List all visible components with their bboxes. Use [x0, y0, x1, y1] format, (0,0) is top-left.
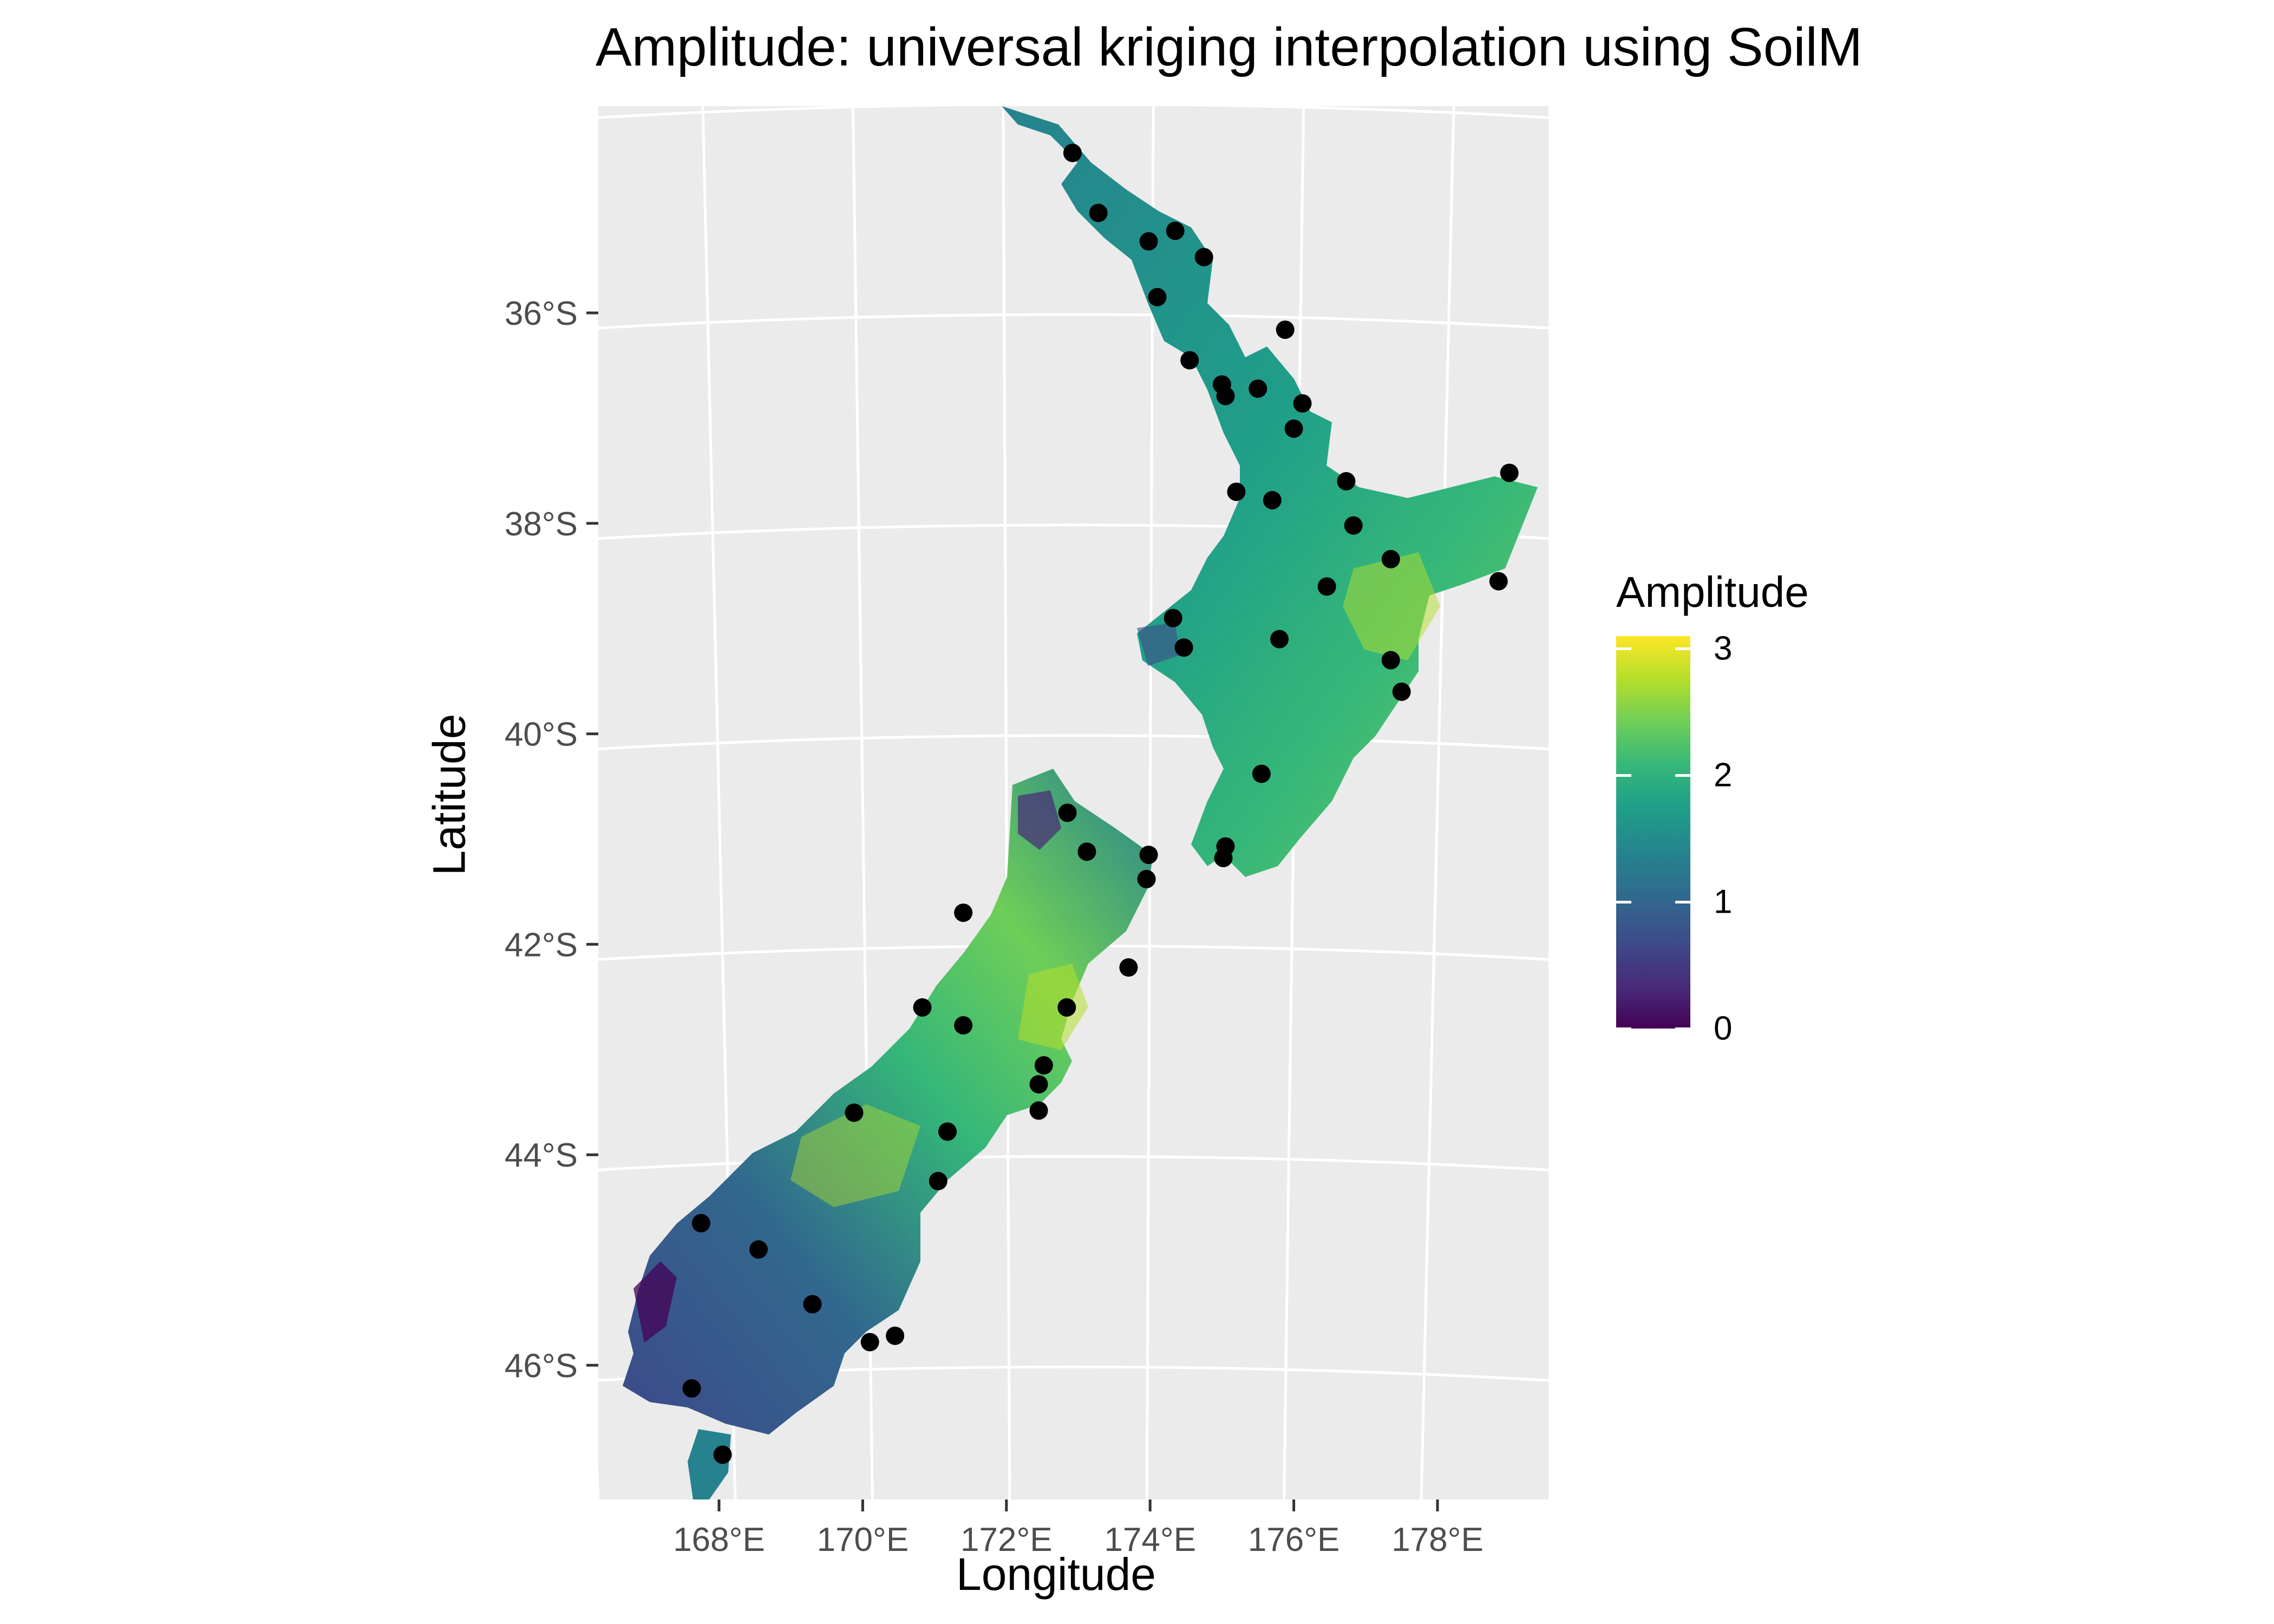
station-point: [1276, 320, 1295, 339]
station-point: [860, 1333, 879, 1352]
station-point: [1249, 379, 1267, 398]
station-point: [1058, 803, 1077, 822]
station-point: [1381, 651, 1400, 670]
legend-colorbar: [1616, 636, 1690, 1029]
station-point: [713, 1445, 732, 1464]
x-tick-label: 178°E: [1391, 1521, 1484, 1558]
station-point: [1337, 472, 1356, 491]
station-point: [1077, 842, 1096, 861]
legend-tick-mark: [1616, 1027, 1631, 1030]
station-point: [1166, 221, 1185, 240]
south-island: [623, 769, 1153, 1435]
y-tick-label: 46°S: [505, 1347, 578, 1385]
y-tick-label: 44°S: [505, 1137, 578, 1174]
station-point: [913, 998, 932, 1017]
east-cape-high: [1343, 552, 1440, 660]
x-tick-label: 176°E: [1248, 1521, 1340, 1558]
legend-tick-mark: [1616, 901, 1631, 904]
station-point: [1089, 204, 1108, 222]
station-point: [1317, 577, 1336, 596]
y-tick-label: 38°S: [505, 506, 578, 543]
legend-label: 3: [1714, 630, 1733, 667]
station-point: [1119, 958, 1138, 977]
station-point: [1344, 516, 1363, 535]
legend-tick-mark: [1675, 647, 1690, 651]
station-point: [954, 1016, 973, 1035]
station-point: [1252, 764, 1271, 783]
station-point: [938, 1122, 957, 1141]
legend-tick-mark: [1616, 774, 1631, 777]
station-point: [1270, 630, 1289, 649]
station-point: [1263, 491, 1282, 510]
chart-title: Amplitude: universal kriging interpolati…: [596, 17, 1863, 77]
y-axis-title: Latitude: [423, 713, 475, 876]
parallel-line: [598, 734, 1548, 751]
station-point: [1489, 572, 1508, 591]
station-point: [1057, 998, 1076, 1017]
x-tick-label: 172°E: [960, 1521, 1053, 1558]
station-point: [1063, 143, 1082, 162]
station-point: [954, 903, 973, 922]
y-tick-label: 36°S: [505, 295, 578, 332]
parallel-line: [598, 1155, 1548, 1171]
station-point: [1392, 682, 1411, 701]
station-point: [1500, 463, 1519, 482]
legend-tick-mark: [1616, 647, 1631, 651]
station-point: [1029, 1101, 1048, 1120]
station-point: [1139, 846, 1158, 865]
legend-tick-mark: [1675, 1027, 1690, 1030]
x-tick-label: 174°E: [1104, 1521, 1196, 1558]
station-point: [1174, 638, 1193, 657]
station-point: [929, 1171, 948, 1190]
otago-high: [790, 1104, 920, 1207]
x-tick-label: 170°E: [817, 1521, 909, 1558]
station-point: [1194, 247, 1213, 266]
station-point: [682, 1379, 701, 1398]
legend-label: 0: [1714, 1010, 1733, 1047]
legend-tick-mark: [1675, 901, 1690, 904]
axis-ticks: 168°E 170°E 172°E 174°E 176°E 178°E 36°S 38°S 40…: [505, 295, 1484, 1558]
legend-label: 2: [1714, 756, 1733, 794]
station-points: [682, 143, 1519, 1464]
station-point: [1164, 608, 1182, 627]
meridian-line: [1420, 106, 1455, 1499]
station-point: [1284, 419, 1303, 438]
station-point: [1029, 1075, 1048, 1093]
station-point: [1381, 549, 1400, 568]
x-tick-label: 168°E: [673, 1521, 765, 1558]
nelson-low: [1018, 790, 1061, 850]
graticule: [598, 106, 1548, 1499]
station-point: [803, 1295, 822, 1314]
station-point: [1137, 869, 1156, 888]
station-point: [1227, 482, 1246, 501]
canterbury-high: [1018, 964, 1088, 1050]
legend-title: Amplitude: [1616, 568, 1809, 616]
taranaki-low: [1137, 623, 1180, 666]
station-point: [1139, 232, 1158, 251]
station-point: [1216, 387, 1235, 405]
y-tick-label: 40°S: [505, 716, 578, 754]
parallel-line: [598, 106, 1548, 119]
y-tick-label: 42°S: [505, 926, 578, 964]
station-point: [1180, 351, 1199, 370]
station-point: [691, 1214, 710, 1233]
legend-label: 1: [1714, 883, 1733, 921]
station-point: [886, 1326, 905, 1345]
meridian-line: [1145, 106, 1155, 1499]
station-point: [749, 1240, 768, 1259]
station-point: [845, 1103, 864, 1122]
meridian-line: [1002, 106, 1011, 1499]
fiordland-low: [633, 1261, 677, 1343]
station-point: [1034, 1056, 1053, 1075]
x-axis-title: Longitude: [956, 1549, 1156, 1600]
legend-tick-mark: [1675, 774, 1690, 777]
station-point: [1293, 394, 1312, 413]
parallel-line: [598, 313, 1548, 330]
station-point: [1148, 287, 1167, 306]
station-point: [1214, 848, 1233, 867]
